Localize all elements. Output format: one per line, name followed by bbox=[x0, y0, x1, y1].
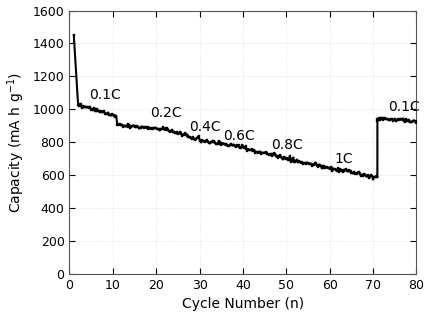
Text: 0.6C: 0.6C bbox=[224, 129, 255, 143]
Text: 0.1C: 0.1C bbox=[388, 100, 420, 114]
Text: 0.8C: 0.8C bbox=[271, 138, 303, 152]
Text: 0.2C: 0.2C bbox=[150, 106, 181, 120]
Y-axis label: Capacity (mA h g$^{-1}$): Capacity (mA h g$^{-1}$) bbox=[6, 72, 27, 213]
X-axis label: Cycle Number (n): Cycle Number (n) bbox=[182, 297, 304, 311]
Text: 0.4C: 0.4C bbox=[189, 120, 220, 134]
Text: 0.1C: 0.1C bbox=[89, 88, 121, 102]
Text: 1C: 1C bbox=[334, 152, 353, 166]
